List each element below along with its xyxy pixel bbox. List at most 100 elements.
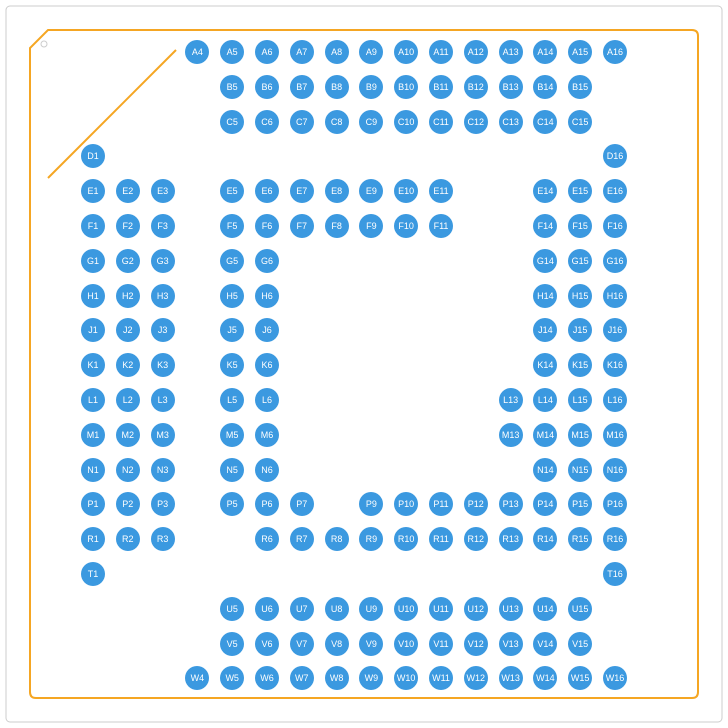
ball-L5: L5 — [220, 388, 244, 412]
ball-M13: M13 — [499, 423, 523, 447]
ball-L2: L2 — [116, 388, 140, 412]
ball-C11: C11 — [429, 110, 453, 134]
ball-G3: G3 — [151, 249, 175, 273]
ball-M14: M14 — [533, 423, 557, 447]
ball-N3: N3 — [151, 458, 175, 482]
ball-G5: G5 — [220, 249, 244, 273]
ball-R13: R13 — [499, 527, 523, 551]
ball-F6: F6 — [255, 214, 279, 238]
ball-K1: K1 — [81, 353, 105, 377]
ball-A6: A6 — [255, 40, 279, 64]
ball-L13: L13 — [499, 388, 523, 412]
ball-J16: J16 — [603, 318, 627, 342]
ball-U15: U15 — [568, 597, 592, 621]
ball-P11: P11 — [429, 492, 453, 516]
ball-H3: H3 — [151, 284, 175, 308]
ball-C15: C15 — [568, 110, 592, 134]
ball-H16: H16 — [603, 284, 627, 308]
ball-P7: P7 — [290, 492, 314, 516]
ball-W8: W8 — [325, 666, 349, 690]
ball-E8: E8 — [325, 179, 349, 203]
ball-H1: H1 — [81, 284, 105, 308]
pin1-diagonal-line — [48, 50, 176, 178]
ball-N16: N16 — [603, 458, 627, 482]
ball-A7: A7 — [290, 40, 314, 64]
ball-R9: R9 — [359, 527, 383, 551]
ball-E3: E3 — [151, 179, 175, 203]
ball-U9: U9 — [359, 597, 383, 621]
ball-V10: V10 — [394, 632, 418, 656]
ball-L3: L3 — [151, 388, 175, 412]
ball-K3: K3 — [151, 353, 175, 377]
ball-H15: H15 — [568, 284, 592, 308]
ball-P5: P5 — [220, 492, 244, 516]
ball-U11: U11 — [429, 597, 453, 621]
ball-D16: D16 — [603, 144, 627, 168]
ball-A5: A5 — [220, 40, 244, 64]
ball-L6: L6 — [255, 388, 279, 412]
ball-F10: F10 — [394, 214, 418, 238]
ball-L16: L16 — [603, 388, 627, 412]
ball-C6: C6 — [255, 110, 279, 134]
ball-U10: U10 — [394, 597, 418, 621]
ball-J2: J2 — [116, 318, 140, 342]
ball-E2: E2 — [116, 179, 140, 203]
ball-T16: T16 — [603, 562, 627, 586]
ball-A16: A16 — [603, 40, 627, 64]
ball-C13: C13 — [499, 110, 523, 134]
ball-G6: G6 — [255, 249, 279, 273]
ball-H5: H5 — [220, 284, 244, 308]
ball-F9: F9 — [359, 214, 383, 238]
ball-J1: J1 — [81, 318, 105, 342]
ball-H14: H14 — [533, 284, 557, 308]
ball-A8: A8 — [325, 40, 349, 64]
ball-A11: A11 — [429, 40, 453, 64]
ball-A14: A14 — [533, 40, 557, 64]
ball-B7: B7 — [290, 75, 314, 99]
ball-R2: R2 — [116, 527, 140, 551]
ball-A10: A10 — [394, 40, 418, 64]
ball-D1: D1 — [81, 144, 105, 168]
ball-W14: W14 — [533, 666, 557, 690]
ball-E5: E5 — [220, 179, 244, 203]
ball-C14: C14 — [533, 110, 557, 134]
ball-R11: R11 — [429, 527, 453, 551]
ball-J15: J15 — [568, 318, 592, 342]
ball-L14: L14 — [533, 388, 557, 412]
ball-M5: M5 — [220, 423, 244, 447]
ball-F3: F3 — [151, 214, 175, 238]
ball-W9: W9 — [359, 666, 383, 690]
ball-E14: E14 — [533, 179, 557, 203]
ball-R12: R12 — [464, 527, 488, 551]
ball-R8: R8 — [325, 527, 349, 551]
ball-N15: N15 — [568, 458, 592, 482]
ball-F14: F14 — [533, 214, 557, 238]
ball-N1: N1 — [81, 458, 105, 482]
ball-U12: U12 — [464, 597, 488, 621]
ball-G15: G15 — [568, 249, 592, 273]
ball-C8: C8 — [325, 110, 349, 134]
ball-R6: R6 — [255, 527, 279, 551]
ball-J6: J6 — [255, 318, 279, 342]
ball-P2: P2 — [116, 492, 140, 516]
ball-R16: R16 — [603, 527, 627, 551]
ball-R14: R14 — [533, 527, 557, 551]
ball-V5: V5 — [220, 632, 244, 656]
ball-U13: U13 — [499, 597, 523, 621]
ball-R1: R1 — [81, 527, 105, 551]
ball-J14: J14 — [533, 318, 557, 342]
ball-V8: V8 — [325, 632, 349, 656]
ball-N6: N6 — [255, 458, 279, 482]
ball-F8: F8 — [325, 214, 349, 238]
ball-T1: T1 — [81, 562, 105, 586]
ball-A4: A4 — [185, 40, 209, 64]
ball-B10: B10 — [394, 75, 418, 99]
ball-L15: L15 — [568, 388, 592, 412]
ball-K16: K16 — [603, 353, 627, 377]
ball-K14: K14 — [533, 353, 557, 377]
ball-E1: E1 — [81, 179, 105, 203]
ball-U14: U14 — [533, 597, 557, 621]
ball-F1: F1 — [81, 214, 105, 238]
ball-V7: V7 — [290, 632, 314, 656]
ball-C10: C10 — [394, 110, 418, 134]
